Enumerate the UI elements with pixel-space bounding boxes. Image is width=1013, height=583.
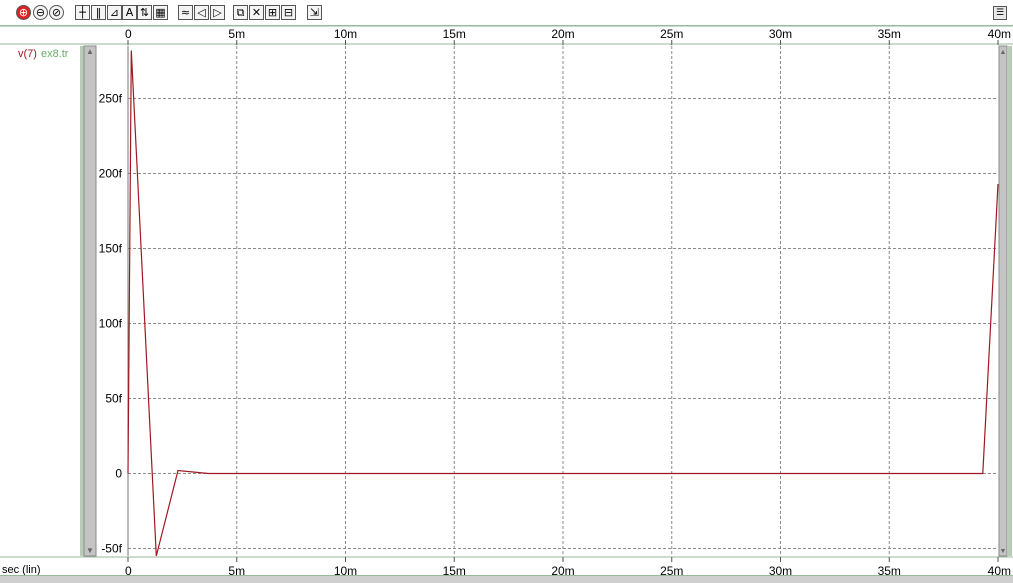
x-tick-label-top: 10m	[334, 27, 357, 41]
x-tick-label-top: 25m	[660, 27, 683, 41]
delete-icon[interactable]: ✕	[249, 5, 264, 20]
y-scroll-up-icon[interactable]: ▲	[86, 47, 94, 56]
grid-toggle-icon[interactable]: ▦	[153, 5, 168, 20]
x-tick-label-bottom: 10m	[334, 564, 357, 578]
x-tick-label-top: 5m	[228, 27, 245, 41]
zoom-in-icon[interactable]: ⊕	[16, 5, 31, 20]
x-tick-label-top: 40m	[988, 27, 1011, 41]
y-tick-label: 0	[115, 467, 122, 481]
stack-icon[interactable]: ⊟	[281, 5, 296, 20]
y-tick-label: 50f	[105, 392, 122, 406]
legend-panel: v(7) ex8.tr	[0, 44, 80, 556]
y-scale-bar	[80, 46, 84, 556]
right-scroll-down-icon[interactable]: ▼	[1000, 548, 1007, 555]
text-annotate-icon[interactable]: A	[122, 5, 137, 20]
legend-signal-name: v(7)	[18, 48, 37, 60]
crosshair-icon[interactable]: ┼	[75, 5, 90, 20]
zoom-fit-icon[interactable]: ⊘	[49, 5, 64, 20]
pan-right-icon[interactable]: ▷	[210, 5, 225, 20]
series-line-v7[interactable]	[127, 50, 999, 557]
x-tick-label-top: 0	[125, 27, 132, 41]
measure-icon[interactable]: ⇅	[137, 5, 152, 20]
legend-file-name: ex8.tr	[40, 48, 69, 60]
zoom-out-icon[interactable]: ⊖	[33, 5, 48, 20]
right-scroll-up-icon[interactable]: ▲	[1000, 49, 1007, 56]
x-tick-label-bottom: 30m	[769, 564, 792, 578]
toolbar: ⊕ ⊖ ⊘ ┼ ‖ ⊿ A ⇅ ▦ ≈ ◁ ▷ ⧉ ✕ ⊞ ⊟ ⇲ ☰	[0, 0, 1013, 26]
arrange-icon[interactable]: ⊞	[265, 5, 280, 20]
x-scale-label: sec (lin)	[2, 564, 41, 576]
y-tick-label: 200f	[99, 167, 123, 181]
legend-entry[interactable]: v(7) ex8.tr	[18, 48, 68, 60]
y-tick-label: -50f	[101, 542, 122, 556]
right-scrollbar[interactable]	[998, 45, 1008, 557]
y-scroll-down-icon[interactable]: ▼	[86, 546, 94, 555]
x-tick-label-bottom: 35m	[878, 564, 901, 578]
x-tick-label-bottom: 15m	[443, 564, 466, 578]
right-scale-bar	[1008, 46, 1012, 556]
x-tick-label-top: 20m	[551, 27, 574, 41]
y-scrollbar[interactable]	[83, 45, 97, 557]
pan-left-icon[interactable]: ◁	[194, 5, 209, 20]
x-tick-label-bottom: 25m	[660, 564, 683, 578]
export-icon[interactable]: ⇲	[307, 5, 322, 20]
x-tick-label-bottom: 5m	[228, 564, 245, 578]
y-tick-label: 150f	[99, 242, 123, 256]
x-tick-label-bottom: 40m	[988, 564, 1011, 578]
copy-icon[interactable]: ⧉	[233, 5, 248, 20]
marker-icon[interactable]: ⊿	[107, 5, 122, 20]
horizontal-scrollbar[interactable]	[0, 575, 1013, 583]
y-tick-label: 100f	[99, 317, 123, 331]
x-tick-label-top: 30m	[769, 27, 792, 41]
y-tick-label: 250f	[99, 92, 123, 106]
x-tick-label-top: 15m	[443, 27, 466, 41]
x-tick-label-top: 35m	[878, 27, 901, 41]
x-tick-label-bottom: 20m	[551, 564, 574, 578]
x-tick-label-bottom: 0	[125, 564, 132, 578]
panel-layout-icon[interactable]: ☰	[993, 6, 1007, 20]
waveform-icon[interactable]: ≈	[178, 5, 193, 20]
grid-vertical-icon[interactable]: ‖	[91, 5, 106, 20]
